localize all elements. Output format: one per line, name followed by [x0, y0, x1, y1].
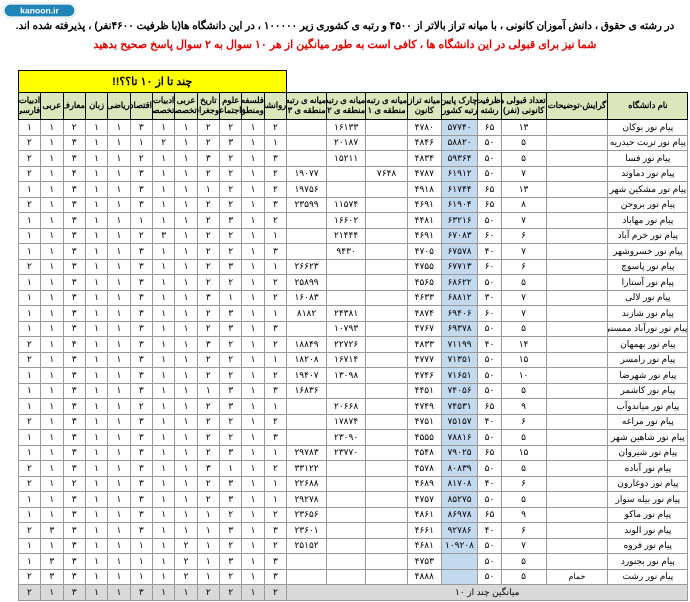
svg-text:kanoon.ir: kanoon.ir: [20, 5, 59, 15]
